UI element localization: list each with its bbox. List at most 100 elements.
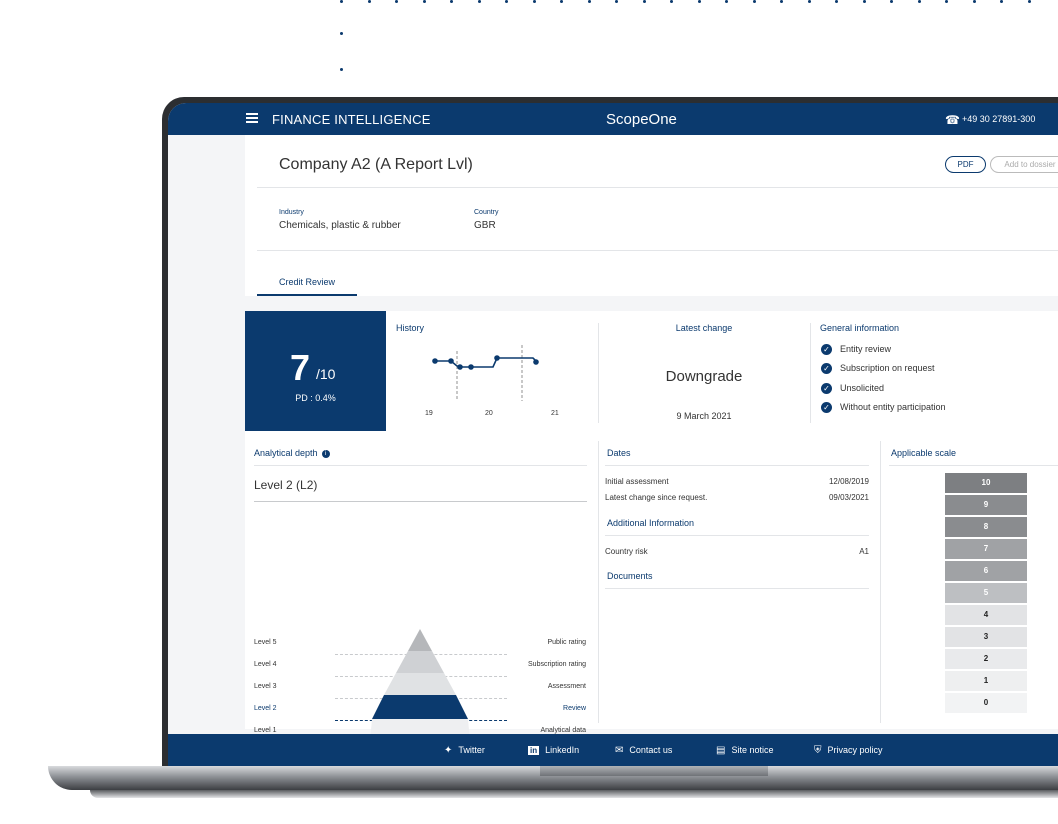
footer: ✦ Twitter in LinkedIn ✉ Contact us ▤ Site no… [168,734,1058,766]
phone-icon: ☎ [945,113,960,127]
level-description: Public rating [547,639,586,646]
latest-change-value: Downgrade [665,368,743,385]
history-title: History [396,323,425,333]
additional-info-title: Additional Information [607,518,695,528]
decorative-dot [697,0,701,3]
analytical-depth-title: Analytical depth i [254,448,330,458]
pyramid-level-3 [384,673,456,695]
decorative-dot [835,0,838,3]
decorative-dot [367,0,371,3]
pdf-button[interactable]: PDF [945,156,986,173]
footer-linkedin-link[interactable]: in LinkedIn [528,745,580,755]
decorative-dot [917,0,921,3]
tab-credit-review[interactable]: Credit Review [257,269,357,296]
divider [598,323,599,423]
general-info-title: General information [820,323,900,333]
scale-value: 3 [945,627,1027,647]
info-icon[interactable]: i [321,449,330,458]
decorative-dots [338,0,1058,6]
country-label: Country [474,209,499,216]
divider [254,501,587,502]
divider [605,588,869,589]
hamburger-icon[interactable] [246,113,258,123]
history-point [448,358,454,364]
score-value: 7 [290,347,311,388]
level-label: Level 5 [254,639,277,646]
scale-value: 5 [945,583,1027,603]
check-icon: ✓ [821,363,832,375]
scale-value: 6 [945,561,1027,581]
decorative-dot [532,0,536,3]
history-point [468,364,474,370]
history-point [457,364,463,370]
history-point [494,355,500,361]
date-row: Initial assessment 12/08/2019 [605,477,869,486]
add-to-dossier-button[interactable]: Add to dossier [990,156,1058,173]
history-x-label: 21 [551,410,559,417]
scale-value: 4 [945,605,1027,625]
divider [810,323,811,423]
documents-title[interactable]: Documents [607,571,653,581]
applicable-scale-title: Applicable scale [891,448,957,458]
footer-site-notice-link[interactable]: ▤ Site notice [716,745,774,756]
credit-review-panel: 7 /10 PD : 0.4% History 19 20 21 Latest … [245,311,1058,743]
pyramid-level-5 [408,629,432,651]
level-label: Level 1 [254,727,277,734]
scale-value: 9 [945,495,1027,515]
scale-value: 1 [945,671,1027,691]
app-title: ScopeOne [606,111,677,128]
decorative-dot [477,0,481,3]
industry-value: Chemicals, plastic & rubber [279,220,401,231]
score-denominator: /10 [316,366,336,382]
analytical-depth-pyramid [370,629,470,741]
divider [257,250,1058,251]
decorative-dot [422,0,426,3]
general-info-item: ✓ Without entity participation [821,402,946,414]
level-label: Level 4 [254,661,277,668]
divider [598,441,599,723]
history-line [433,357,538,368]
latest-change-title: Latest change [675,323,733,333]
decorative-dot [780,0,783,3]
footer-twitter-link[interactable]: ✦ Twitter [444,745,485,756]
laptop-notch [540,766,768,776]
app-screen: FINANCE INTELLIGENCE ScopeOne ☎ +49 30 2… [168,103,1058,766]
decorative-dot [587,0,591,3]
divider [605,465,869,466]
decorative-dot [670,0,673,3]
score-box: 7 /10 PD : 0.4% [245,311,386,431]
divider [880,441,881,723]
footer-privacy-link[interactable]: ⛨ Privacy policy [814,745,883,756]
twitter-icon: ✦ [444,745,453,756]
industry-label: Industry [279,209,304,216]
level-description: Subscription rating [528,661,586,668]
footer-contact-link[interactable]: ✉ Contact us [615,745,673,756]
history-chart: 19 20 21 [425,345,559,417]
country-value: GBR [474,220,496,231]
decorative-dot [450,0,453,3]
decorative-dot [972,0,976,3]
brand-name[interactable]: FINANCE INTELLIGENCE [272,112,431,127]
linkedin-icon: in [528,746,540,755]
history-point [432,358,438,364]
decorative-dot [1027,0,1031,3]
phone-number[interactable]: +49 30 27891-300 [962,114,1036,124]
decorative-dot [340,0,343,3]
top-bar: FINANCE INTELLIGENCE ScopeOne ☎ +49 30 2… [168,103,1058,135]
divider [889,465,1058,466]
level-description: Assessment [547,683,586,690]
scale-value: 7 [945,539,1027,559]
general-info-item: ✓ Subscription on request [821,363,935,375]
decorative-dot [505,0,508,3]
history-point [533,359,539,365]
check-icon: ✓ [821,383,832,395]
company-header-card: Company A2 (A Report Lvl) PDF Add to dos… [245,135,1058,296]
pyramid-level-4 [396,651,444,673]
probability-of-default: PD : 0.4% [295,393,336,403]
decorative-dot [1000,0,1003,3]
history-x-label: 19 [425,410,433,417]
scale-value: 2 [945,649,1027,669]
check-icon: ✓ [821,402,832,414]
level-label: Level 3 [254,683,277,690]
level-description: Analytical data [540,727,586,734]
